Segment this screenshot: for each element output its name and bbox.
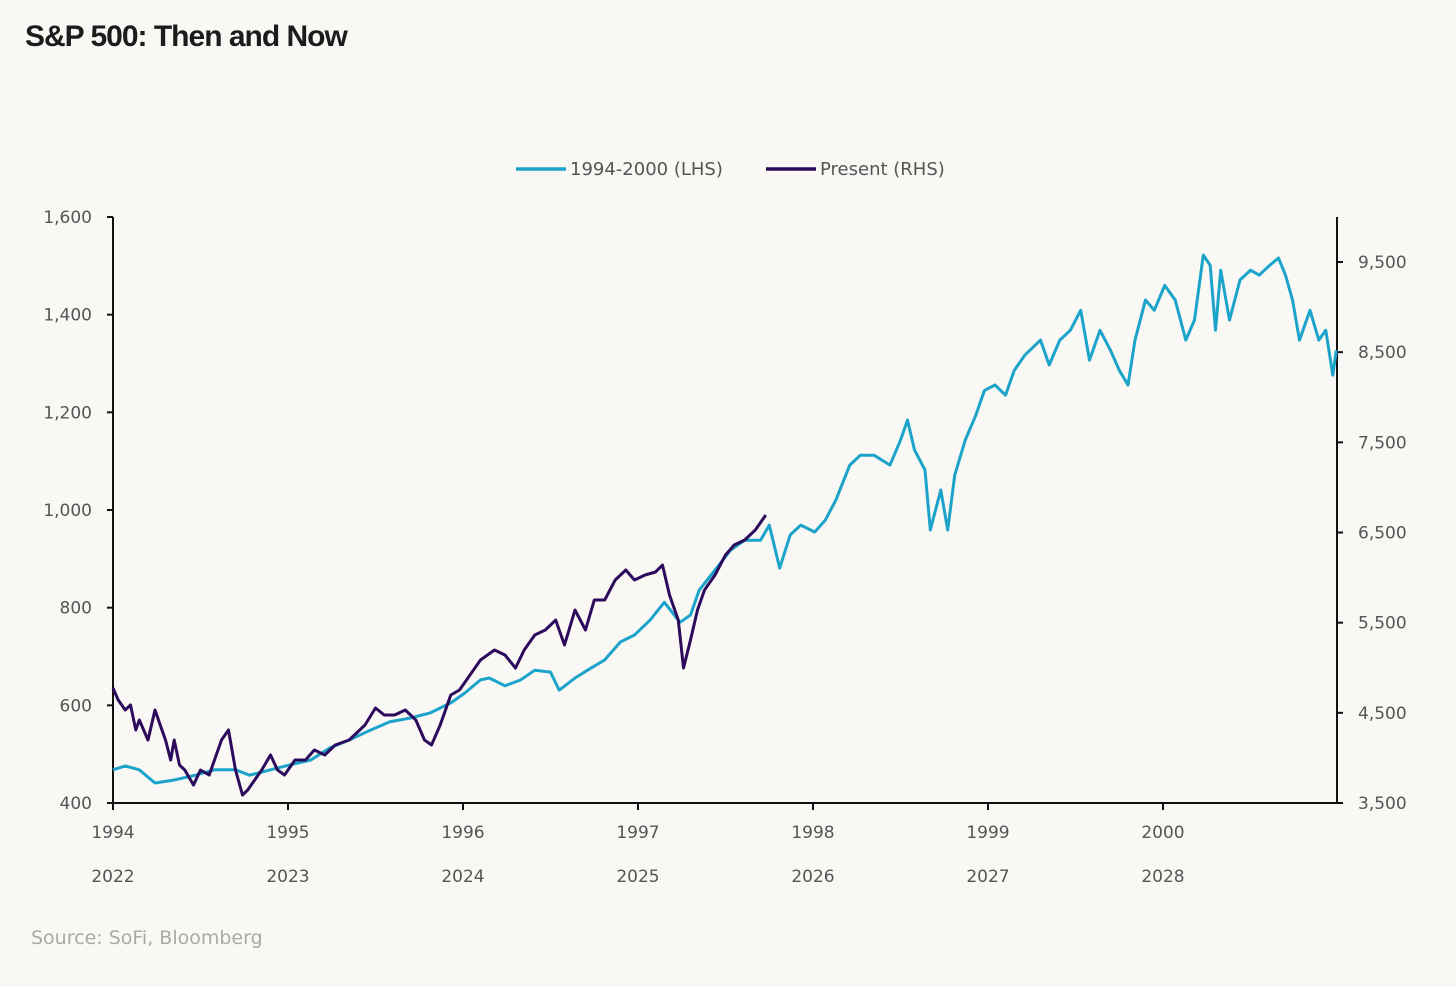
x-tick-label-then: 1995 xyxy=(266,823,309,843)
x-tick-label-then: 1994 xyxy=(91,823,134,843)
right-tick-label: 5,500 xyxy=(1358,614,1407,634)
left-tick-label: 600 xyxy=(60,696,92,716)
left-tick-label: 1,400 xyxy=(43,306,92,326)
right-tick-label: 6,500 xyxy=(1358,524,1407,544)
legend: 1994-2000 (LHS) Present (RHS) xyxy=(516,159,945,180)
series-line-lhs xyxy=(112,253,1338,785)
right-tick-label: 4,500 xyxy=(1358,704,1407,724)
x-tick-label-now: 2023 xyxy=(266,867,309,887)
x-tick-label-then: 2000 xyxy=(1141,823,1184,843)
left-tick-label: 1,000 xyxy=(43,501,92,521)
series-line-rhs xyxy=(111,514,768,797)
legend-label-rhs: Present (RHS) xyxy=(820,159,945,180)
right-tick-label: 3,500 xyxy=(1358,794,1407,814)
chart-title: S&P 500: Then and Now xyxy=(25,20,348,53)
x-tick-label-then: 1997 xyxy=(616,823,659,843)
left-tick-label: 1,600 xyxy=(43,208,92,228)
source-note: Source: SoFi, Bloomberg xyxy=(31,927,263,949)
x-tick-label-now: 2027 xyxy=(966,867,1009,887)
right-tick-label: 8,500 xyxy=(1358,343,1407,363)
legend-label-lhs: 1994-2000 (LHS) xyxy=(570,159,723,180)
x-tick-label-now: 2026 xyxy=(791,867,834,887)
left-tick-label: 800 xyxy=(60,599,92,619)
right-tick-label: 9,500 xyxy=(1358,253,1407,273)
right-tick-label: 7,500 xyxy=(1358,433,1407,453)
x-tick-label-then: 1998 xyxy=(791,823,834,843)
x-tick-label-now: 2022 xyxy=(91,867,134,887)
x-tick-label-now: 2024 xyxy=(441,867,484,887)
left-tick-label: 1,200 xyxy=(43,403,92,423)
x-tick-label-then: 1996 xyxy=(441,823,484,843)
x-tick-label-now: 2025 xyxy=(616,867,659,887)
left-tick-label: 400 xyxy=(60,794,92,814)
x-tick-label-now: 2028 xyxy=(1141,867,1184,887)
x-tick-label-then: 1999 xyxy=(966,823,1009,843)
